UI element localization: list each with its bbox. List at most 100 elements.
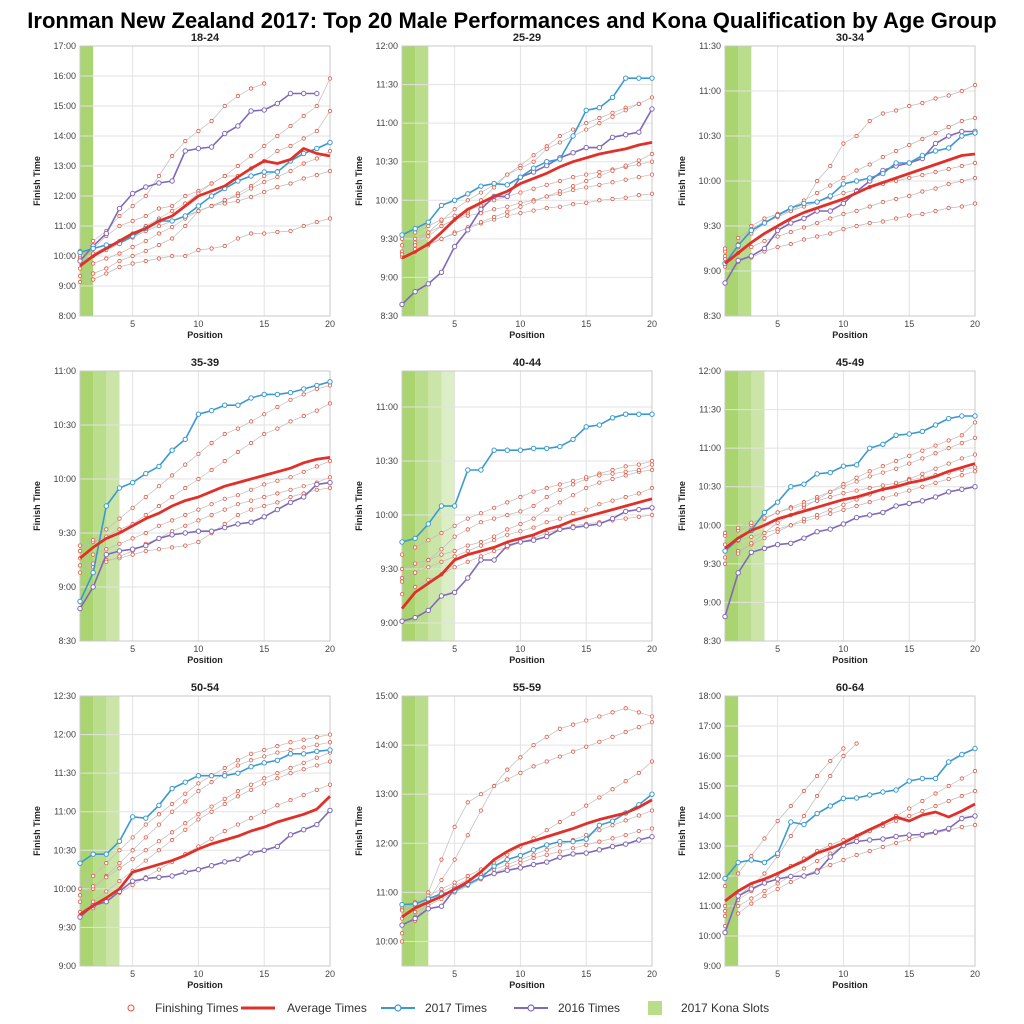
finishing-point: [505, 213, 510, 218]
series-2017-point: [801, 821, 807, 828]
series-2017-point: [208, 193, 215, 199]
finishing-point: [544, 205, 549, 211]
x-tick-label: 20: [970, 969, 980, 979]
finishing-point: [815, 512, 820, 518]
series-2017-point: [972, 413, 978, 419]
y-tick-label: 9:30: [58, 528, 76, 538]
finishing-point: [478, 511, 484, 516]
y-tick-label: 14:00: [698, 811, 721, 821]
finishing-point: [439, 236, 444, 241]
finishing-point: [77, 548, 83, 554]
panel-title: 55-59: [513, 682, 541, 694]
finishing-point: [314, 787, 319, 792]
finishing-point: [946, 476, 951, 482]
finishing-point: [170, 203, 175, 209]
series-2017-point: [761, 859, 768, 866]
finishing-point: [262, 431, 267, 437]
series-2016-point: [649, 106, 655, 112]
finishing-trace: [79, 403, 331, 546]
finishing-point: [544, 146, 549, 151]
finishing-point: [610, 823, 615, 828]
series-2016-point: [248, 519, 254, 525]
finishing-point: [288, 397, 293, 402]
finishing-point: [828, 842, 833, 848]
y-tick-label: 10:00: [375, 195, 398, 205]
series-2017-point: [425, 521, 432, 527]
kona-slot: [80, 696, 94, 966]
finishing-point: [77, 886, 83, 891]
finishing-point: [235, 502, 240, 507]
series-2016-point: [412, 614, 418, 621]
finishing-point: [749, 534, 754, 539]
finishing-point: [209, 809, 214, 814]
y-axis-label: Finish Time: [354, 156, 364, 206]
finishing-point: [801, 813, 807, 819]
finishing-point: [544, 507, 549, 512]
series-2017-point: [649, 411, 655, 417]
series-2017-point: [649, 75, 655, 81]
series-2016-point: [570, 150, 576, 156]
series-2017-point: [544, 159, 550, 165]
finishing-point: [117, 541, 122, 546]
series-2016-point: [412, 288, 418, 295]
finishing-point: [399, 592, 405, 597]
series-2017-point: [222, 773, 228, 779]
series-2017-point: [945, 759, 952, 765]
kona-slot: [428, 371, 442, 641]
series-2017-point: [544, 445, 550, 452]
finishing-point: [183, 512, 188, 518]
finishing-point: [867, 848, 872, 854]
finishing-point: [130, 218, 135, 224]
finishing-point: [736, 525, 741, 530]
finishing-point: [907, 453, 912, 458]
series-2016-point: [327, 479, 333, 486]
finishing-point: [301, 792, 306, 798]
y-tick-label: 11:30: [699, 41, 721, 51]
series-2017-point: [893, 787, 899, 793]
finishing-point: [399, 579, 405, 584]
panel-55-59: 10:00 11:00 12:00 13:00 14:00 15:00 5 10 15 20 55-…: [354, 682, 657, 990]
series-2017-point: [129, 479, 136, 486]
finishing-point: [893, 840, 899, 846]
finishing-point: [301, 392, 306, 397]
finishing-point: [248, 758, 254, 763]
finishing-point: [183, 223, 188, 229]
panel-35-39: 8:30 9:00 9:30 10:00 10:30 11:00 5 10 15 20 35-39 P…: [32, 357, 335, 665]
finishing-point: [946, 124, 951, 130]
finishing-point: [854, 479, 859, 484]
series-2016-point: [748, 549, 755, 555]
kona-slot: [402, 371, 416, 641]
finishing-point: [117, 848, 122, 853]
finishing-point: [518, 166, 523, 171]
series-2017-point: [774, 499, 781, 505]
series-2016-point: [425, 607, 432, 614]
finishing-point: [104, 256, 109, 261]
series-2016-point: [248, 108, 254, 114]
finishing-point: [815, 793, 820, 799]
series-2016-point: [530, 861, 537, 868]
finishing-point: [209, 246, 214, 251]
finishing-point: [801, 502, 807, 507]
panel-30-34: 8:30 9:00 9:30 10:00 10:30 11:00 11:30 5 10 15 20 3…: [677, 32, 980, 340]
series-2016-point: [156, 180, 162, 186]
kona-slot: [415, 696, 429, 966]
series-2016-point: [583, 850, 589, 856]
finishing-point: [880, 199, 885, 205]
finishing-point: [828, 494, 833, 500]
finishing-point: [143, 822, 148, 827]
plot-frame: [724, 370, 976, 642]
finishing-point: [235, 163, 240, 169]
series-2016-point: [77, 914, 83, 920]
finishing-trace: [401, 174, 653, 253]
finishing-point: [452, 565, 457, 570]
finishing-point: [452, 231, 457, 236]
finishing-point: [867, 220, 872, 226]
finishing-point: [854, 208, 859, 214]
finishing-point: [183, 827, 188, 832]
kona-slot: [415, 46, 429, 316]
average-line: [724, 152, 976, 265]
series-2016-point: [504, 193, 510, 200]
finishing-point: [156, 547, 162, 552]
finishing-point: [570, 202, 576, 207]
